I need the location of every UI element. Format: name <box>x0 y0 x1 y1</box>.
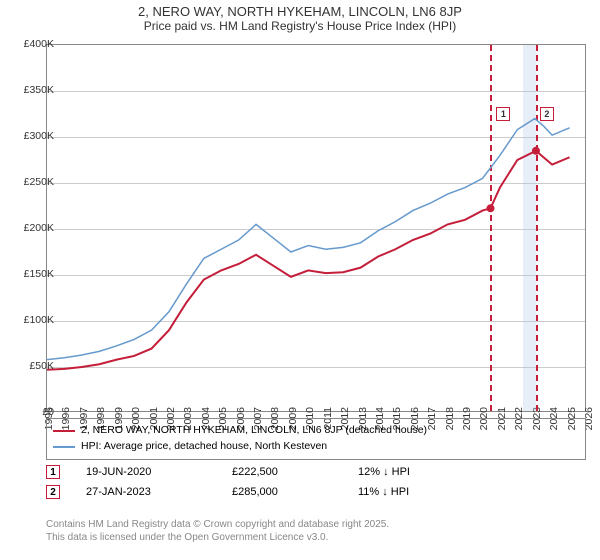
y-axis-tick-label: £400K <box>10 38 54 50</box>
legend-swatch <box>53 430 75 432</box>
legend-item: HPI: Average price, detached house, Nort… <box>53 439 579 455</box>
legend-label: HPI: Average price, detached house, Nort… <box>81 439 327 455</box>
chart-marker: 2 <box>540 107 554 121</box>
transaction-date: 27-JAN-2023 <box>86 486 206 498</box>
y-axis-tick-label: £100K <box>10 314 54 326</box>
y-axis-tick-label: £350K <box>10 84 54 96</box>
footer-line-1: Contains HM Land Registry data © Crown c… <box>46 518 586 531</box>
transaction-delta: 12% ↓ HPI <box>358 466 438 478</box>
series-line <box>47 151 570 370</box>
transaction-delta: 11% ↓ HPI <box>358 486 438 498</box>
transaction-marker: 2 <box>46 485 60 499</box>
legend: 2, NERO WAY, NORTH HYKEHAM, LINCOLN, LN6… <box>46 418 586 460</box>
transaction-row: 2 27-JAN-2023 £285,000 11% ↓ HPI <box>46 482 586 502</box>
transaction-row: 1 19-JUN-2020 £222,500 12% ↓ HPI <box>46 462 586 482</box>
transaction-date: 19-JUN-2020 <box>86 466 206 478</box>
footer-line-2: This data is licensed under the Open Gov… <box>46 531 586 544</box>
y-axis-tick-label: £200K <box>10 222 54 234</box>
chart-svg <box>47 45 587 413</box>
legend-item: 2, NERO WAY, NORTH HYKEHAM, LINCOLN, LN6… <box>53 423 579 439</box>
footer-attribution: Contains HM Land Registry data © Crown c… <box>46 518 586 544</box>
y-axis-tick-label: £150K <box>10 268 54 280</box>
sale-dot <box>532 147 540 155</box>
transaction-price: £285,000 <box>232 486 332 498</box>
y-axis-tick-label: £50K <box>10 360 54 372</box>
transaction-marker: 1 <box>46 465 60 479</box>
y-axis-tick-label: £250K <box>10 176 54 188</box>
legend-swatch <box>53 446 75 448</box>
y-axis-tick-label: £300K <box>10 130 54 142</box>
chart-marker: 1 <box>496 107 510 121</box>
transaction-table: 1 19-JUN-2020 £222,500 12% ↓ HPI 2 27-JAN-202… <box>46 462 586 502</box>
title-block: 2, NERO WAY, NORTH HYKEHAM, LINCOLN, LN6… <box>0 0 600 35</box>
transaction-price: £222,500 <box>232 466 332 478</box>
chart-subtitle: Price paid vs. HM Land Registry's House … <box>0 19 600 33</box>
legend-label: 2, NERO WAY, NORTH HYKEHAM, LINCOLN, LN6… <box>81 423 427 439</box>
series-line <box>47 119 570 360</box>
sale-dot <box>486 204 494 212</box>
chart-plot-area: 1995199619971998199920002001200220032004… <box>46 44 586 412</box>
y-axis-tick-label: £0 <box>10 406 54 418</box>
chart-title: 2, NERO WAY, NORTH HYKEHAM, LINCOLN, LN6… <box>0 4 600 19</box>
